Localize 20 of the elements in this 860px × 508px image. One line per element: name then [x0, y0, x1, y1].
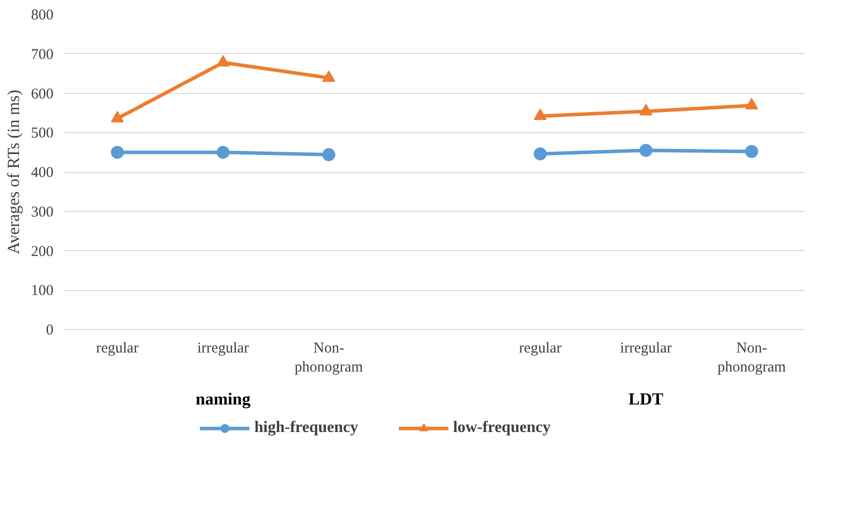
x-tick-label: Non-phonogram	[717, 340, 786, 376]
x-tick-label: regular	[96, 340, 139, 356]
x-tick-label: regular	[518, 340, 562, 356]
y-tick-label: 200	[31, 244, 54, 260]
y-tick-label: 500	[31, 126, 54, 142]
y-tick-label: 700	[31, 46, 54, 63]
y-tick-label: 0	[46, 322, 54, 338]
y-tick-label: 800	[31, 8, 54, 24]
text: naming	[196, 390, 251, 408]
y-tick-label: 100	[31, 283, 54, 300]
x-tick-label: Non-phonogram	[294, 340, 364, 376]
text: LDT	[628, 390, 664, 408]
legend-label: low-frequency	[453, 419, 551, 437]
y-tick-label: 300	[31, 204, 54, 220]
y-axis-title: Averages of RTs (in ms)	[4, 90, 23, 254]
y-tick-label: 600	[31, 86, 54, 102]
x-tick-label: irregular	[197, 340, 249, 356]
x-tick-label: irregular	[620, 340, 672, 356]
y-tick-label: 400	[31, 165, 54, 181]
legend-label: high-frequency	[254, 419, 358, 437]
